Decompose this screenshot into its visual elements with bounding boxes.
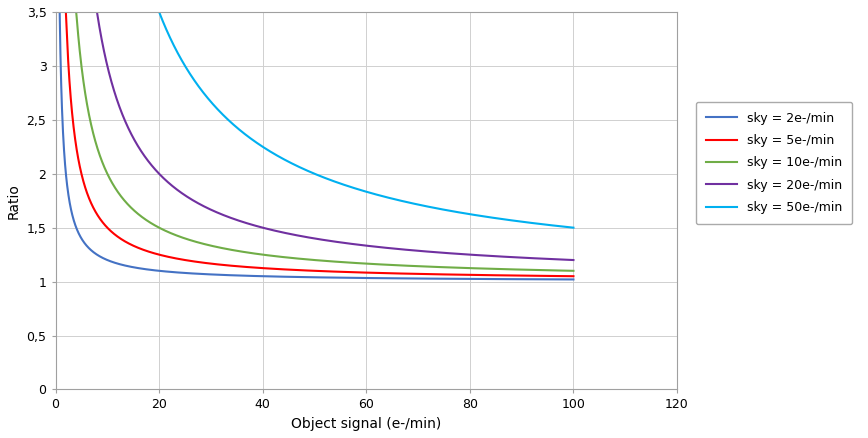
sky = 2e-/min [569, 277, 579, 282]
sky = 2e-/min [290, 274, 300, 279]
sky = 50e-/min [553, 223, 563, 229]
sky = 5e-/min [553, 273, 563, 279]
Legend: sky = 2e-/min, sky = 5e-/min, sky = 10e-/min, sky = 20e-/min, sky = 50e-/min: sky = 2e-/min, sky = 5e-/min, sky = 10e-… [696, 102, 852, 224]
Line: sky = 2e-/min: sky = 2e-/min [58, 12, 574, 279]
sky = 2e-/min [553, 277, 563, 282]
sky = 10e-/min [458, 265, 469, 271]
sky = 5e-/min [553, 273, 563, 279]
sky = 5e-/min [79, 182, 89, 187]
sky = 20e-/min [553, 257, 563, 262]
Line: sky = 5e-/min: sky = 5e-/min [58, 12, 574, 276]
sky = 50e-/min [290, 162, 300, 168]
sky = 50e-/min [569, 225, 579, 230]
sky = 5e-/min [290, 267, 300, 272]
sky = 5e-/min [304, 268, 314, 273]
sky = 5e-/min [458, 272, 469, 277]
sky = 20e-/min [304, 235, 314, 240]
sky = 20e-/min [553, 257, 563, 262]
Line: sky = 10e-/min: sky = 10e-/min [58, 12, 574, 271]
X-axis label: Object signal (e-/min): Object signal (e-/min) [291, 417, 442, 431]
sky = 50e-/min [458, 211, 469, 216]
sky = 2e-/min [79, 240, 89, 246]
sky = 2e-/min [458, 276, 469, 282]
sky = 20e-/min [290, 232, 300, 237]
sky = 10e-/min [553, 268, 563, 273]
Line: sky = 20e-/min: sky = 20e-/min [58, 12, 574, 260]
sky = 2e-/min [553, 277, 563, 282]
sky = 2e-/min [53, 9, 63, 14]
sky = 20e-/min [458, 251, 469, 257]
sky = 5e-/min [569, 274, 579, 279]
sky = 10e-/min [569, 268, 579, 273]
sky = 10e-/min [304, 257, 314, 262]
Y-axis label: Ratio: Ratio [7, 183, 21, 219]
sky = 50e-/min [304, 169, 314, 174]
Line: sky = 50e-/min: sky = 50e-/min [58, 12, 574, 228]
sky = 5e-/min [53, 9, 63, 14]
sky = 2e-/min [304, 275, 314, 280]
sky = 20e-/min [79, 9, 89, 14]
sky = 20e-/min [569, 258, 579, 263]
sky = 10e-/min [53, 9, 63, 14]
sky = 10e-/min [553, 268, 563, 273]
sky = 10e-/min [290, 256, 300, 261]
sky = 50e-/min [553, 223, 563, 229]
sky = 50e-/min [79, 9, 89, 14]
sky = 50e-/min [53, 9, 63, 14]
sky = 10e-/min [79, 85, 89, 91]
sky = 20e-/min [53, 9, 63, 14]
